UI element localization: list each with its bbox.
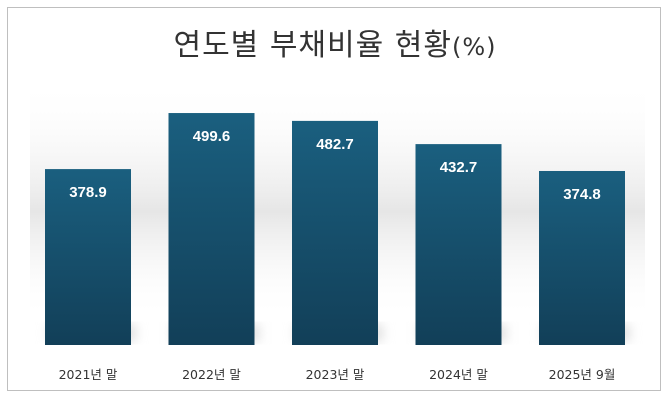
bar-value-label: 482.7 (316, 136, 354, 153)
category-label: 2024년 말 (429, 367, 488, 382)
category-labels-group: 2021년 말 2022년 말 2023년 말 2024년 말 2025년 9월 (59, 367, 616, 382)
bars-group (45, 113, 629, 346)
bar (415, 144, 502, 345)
category-label: 2023년 말 (306, 367, 365, 382)
bar (45, 169, 131, 345)
chart-title-unit: (%) (451, 33, 497, 61)
bar-value-label: 499.6 (193, 128, 231, 145)
value-labels-group: 378.9 499.6 482.7 432.7 374.8 (69, 128, 601, 203)
bar-value-label: 432.7 (440, 159, 478, 176)
category-label: 2021년 말 (59, 367, 118, 382)
bar (539, 170, 625, 345)
bar (292, 120, 378, 345)
bar-value-label: 374.8 (563, 186, 601, 203)
category-label: 2025년 9월 (549, 367, 616, 382)
category-label: 2022년 말 (182, 367, 241, 382)
chart-title-main: 연도별 부채비율 현황 (173, 28, 452, 63)
bar (168, 113, 255, 346)
bar-value-label: 378.9 (69, 184, 107, 201)
chart-title: 연도별 부채비율 현황(%) (0, 20, 670, 64)
